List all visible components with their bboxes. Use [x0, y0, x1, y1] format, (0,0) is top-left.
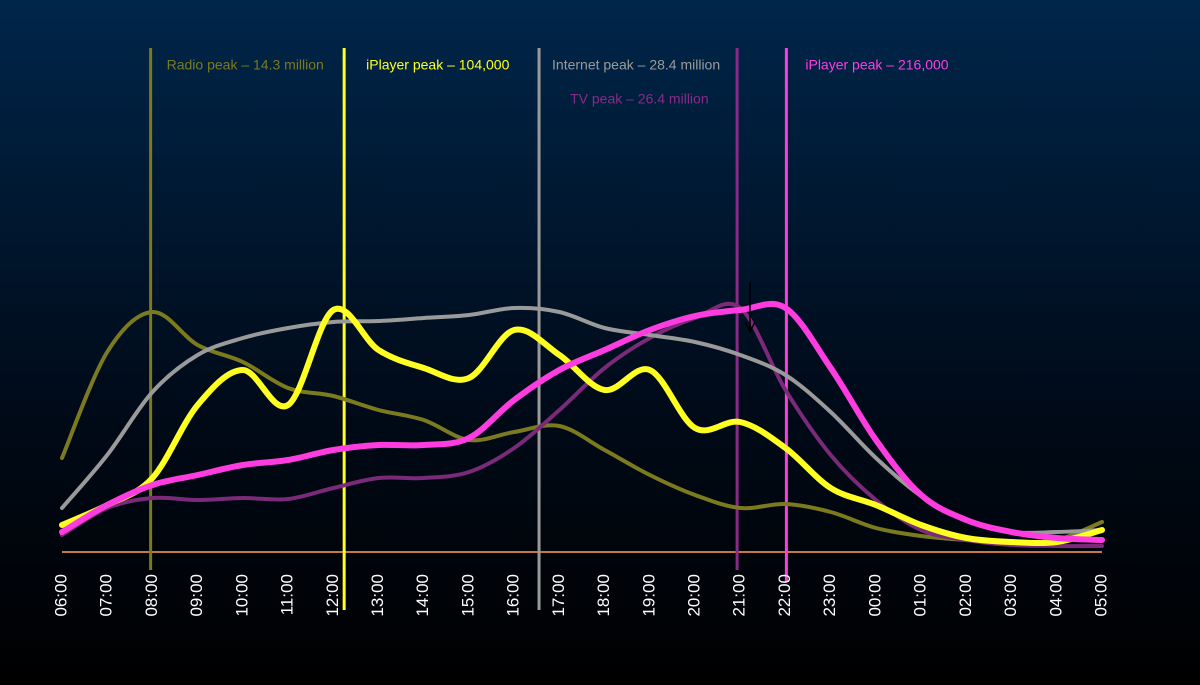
x-tick-label: 20:00	[685, 574, 704, 617]
series-line	[59, 301, 1105, 543]
x-tick-label: 06:00	[51, 574, 70, 617]
x-tick-label: 03:00	[1001, 574, 1020, 617]
series-line	[59, 305, 1105, 547]
x-tick-label: 02:00	[956, 574, 975, 617]
peak-label: iPlayer peak – 104,000	[366, 57, 509, 73]
peak-label: Radio peak – 14.3 million	[167, 57, 324, 73]
x-tick-label: 19:00	[639, 574, 658, 617]
x-tick-label: 01:00	[911, 574, 930, 617]
x-tick-label: 16:00	[504, 574, 523, 617]
x-tick-label: 23:00	[820, 574, 839, 617]
x-tick-label: 21:00	[730, 574, 749, 617]
x-tick-label: 07:00	[97, 574, 116, 617]
x-tick-label: 15:00	[458, 574, 477, 617]
x-tick-label: 12:00	[323, 574, 342, 617]
x-tick-label: 22:00	[775, 574, 794, 617]
x-tick-label: 18:00	[594, 574, 613, 617]
x-tick-label: 08:00	[142, 574, 161, 617]
peak-label: Internet peak – 28.4 million	[552, 57, 720, 73]
series-line	[60, 310, 1104, 545]
plot: Radio peak – 14.3 million iPlayer peak – …	[51, 48, 1110, 617]
x-tick-label: 17:00	[549, 574, 568, 617]
x-tick-label: 11:00	[278, 574, 297, 615]
x-tick-label: 00:00	[865, 574, 884, 617]
x-tick-label: 04:00	[1046, 574, 1065, 617]
x-tick-label: 09:00	[187, 574, 206, 617]
peak-label: TV peak – 26.4 million	[570, 91, 709, 107]
peak-label: iPlayer peak – 216,000	[805, 57, 948, 73]
x-tick-label: 13:00	[368, 574, 387, 617]
x-tick-label: 05:00	[1091, 574, 1110, 617]
x-tick-label: 14:00	[413, 574, 432, 617]
arrow	[744, 282, 756, 334]
x-tick-label: 10:00	[232, 574, 251, 617]
